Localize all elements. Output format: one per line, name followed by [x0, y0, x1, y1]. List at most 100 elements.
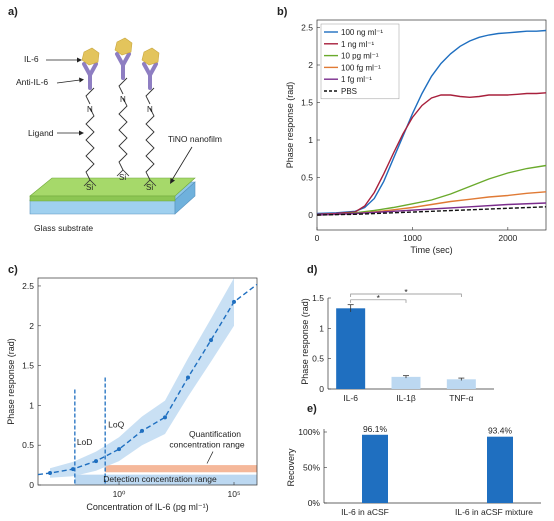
tino-nanofilm-front: [29, 195, 176, 202]
il6-molecule: [114, 37, 133, 56]
b-legend-label-0: 100 ng ml⁻¹: [341, 28, 383, 37]
panel-c-chart: c) Phase response (rad) Concentration of…: [6, 264, 258, 512]
d-significance-mark-1: *: [404, 287, 408, 297]
e-y-axis-label: Recovery: [286, 448, 296, 487]
ligand-chain: [85, 107, 95, 181]
ligand-chain-top: [118, 77, 128, 95]
arrowhead-anti: [79, 77, 84, 83]
d-bar-2: [446, 379, 476, 389]
e-category-label-1: IL-6 in aCSF mixture: [455, 507, 533, 517]
b-y-axis-label: Phase response (rad): [285, 82, 295, 169]
c-ytick-label: 2.5: [22, 281, 34, 291]
anti-il6-antibody: [82, 62, 98, 90]
c-data-point-8: [232, 299, 237, 304]
b-axes-frame: [316, 19, 547, 231]
si-label: Si: [86, 183, 93, 192]
label-substrate: Glass substrate: [34, 223, 93, 233]
label-il6: IL-6: [24, 54, 39, 64]
c-x-axis-label: Concentration of IL-6 (pg ml⁻¹): [86, 502, 208, 512]
c-ytick-label: 2: [29, 321, 34, 331]
c-plot-area: 0 0.5 1 1.5 2 2.5 10⁰ 10⁵ LoD LoQ Quantificationco…: [22, 277, 258, 499]
n-label: N: [87, 105, 93, 114]
panel-a-letter: a): [8, 6, 18, 18]
c-quant-arrow: [206, 451, 214, 464]
c-quantification-range-band: [105, 465, 257, 473]
b-legend-label-5: PBS: [341, 87, 357, 96]
d-significance-bracket-1: [350, 293, 462, 297]
e-ytick-label: 0%: [308, 498, 321, 508]
d-bar-0: [336, 308, 366, 389]
c-quant-label-2: concentration range: [169, 440, 244, 450]
c-data-point-3: [117, 447, 122, 452]
d-bar-1: [391, 376, 421, 389]
linker-chain-3: Si N: [141, 47, 160, 192]
b-xtick-label: 2000: [498, 233, 517, 243]
e-value-label-0: 96.1%: [363, 424, 388, 434]
n-label: N: [120, 95, 126, 104]
e-value-label-1: 93.4%: [488, 426, 513, 436]
arrow-anti: [56, 79, 81, 84]
e-bar-1: [487, 436, 513, 503]
e-bar-0: [362, 434, 388, 503]
panel-c-letter: c): [8, 264, 18, 276]
b-series-line-0: [316, 29, 547, 215]
d-ytick-label: 1.5: [312, 293, 324, 303]
il6-molecule: [141, 47, 160, 66]
anti-il6-antibody: [115, 52, 131, 80]
b-legend-label-4: 1 fg ml⁻¹: [341, 75, 372, 84]
d-y-axis-label: Phase response (rad): [300, 298, 310, 385]
ligand-chain: [118, 97, 128, 171]
c-detect-label: Detection concentration range: [103, 474, 217, 484]
arrowhead-film: [170, 178, 175, 184]
c-data-point-5: [163, 415, 168, 420]
d-ytick-label: 0: [319, 384, 324, 394]
ligand-chain-top: [85, 87, 95, 105]
panel-a-schematic: a) Si N Si N: [8, 6, 222, 233]
d-ytick-label: 0.5: [312, 354, 324, 364]
c-confidence-band: [50, 278, 234, 478]
b-ytick-label: 1: [308, 135, 313, 145]
d-significance-bracket-0: [350, 299, 407, 303]
anti-il6-antibody: [142, 62, 158, 90]
b-legend-label-3: 100 fg ml⁻¹: [341, 63, 381, 72]
linker-chains: Si N Si N Si N: [81, 37, 160, 192]
b-xtick-label: 0: [315, 233, 320, 243]
arrowhead-il6: [77, 57, 82, 63]
ligand-chain: [145, 107, 155, 181]
c-y-axis-label: Phase response (rad): [6, 338, 16, 425]
d-category-label-1: IL-1β: [396, 393, 416, 403]
panel-d-chart: d) Phase response (rad) 0 0.5 1 1.5 IL-6 IL-1…: [300, 264, 494, 403]
c-data-point-0: [48, 471, 53, 476]
glass-substrate-side: [174, 181, 196, 215]
arrow-film: [171, 146, 193, 181]
si-label: Si: [146, 183, 153, 192]
b-plot-area: 0 0.5 1 1.5 2 2.5 0 1000 2000 100 ng ml⁻¹ 1 ng ml⁻…: [301, 19, 547, 243]
e-ytick-label: 100%: [298, 427, 320, 437]
d-ytick-label: 1: [319, 323, 324, 333]
linker-chain-2: Si N: [114, 37, 133, 182]
arrowhead-ligand: [79, 130, 84, 136]
panel-d-letter: d): [307, 264, 318, 276]
si-bonds: [83, 179, 97, 187]
c-quant-label-1: Quantification: [189, 429, 241, 439]
b-legend-box: [320, 23, 400, 100]
c-xtick-label: 10⁰: [113, 489, 126, 499]
c-xtick-label: 10⁵: [228, 489, 241, 499]
label-ligand: Ligand: [28, 128, 54, 138]
d-category-label-0: IL-6: [343, 393, 358, 403]
c-detection-range-band: [74, 474, 257, 485]
c-data-point-7: [209, 338, 214, 343]
panel-e-letter: e): [307, 403, 317, 415]
b-series-line-5: [316, 206, 547, 216]
b-legend-label-2: 10 pg ml⁻¹: [341, 52, 379, 61]
b-ytick-label: 0.5: [301, 173, 313, 183]
label-anti-il6: Anti-IL-6: [16, 77, 48, 87]
si-label: Si: [119, 173, 126, 182]
c-axes-frame: [37, 277, 258, 486]
c-ytick-label: 1.5: [22, 361, 34, 371]
si-bonds: [116, 169, 130, 177]
ligand-chain-top: [145, 87, 155, 105]
label-tino: TiNO nanofilm: [168, 134, 222, 144]
d-category-label-2: TNF-α: [449, 393, 473, 403]
